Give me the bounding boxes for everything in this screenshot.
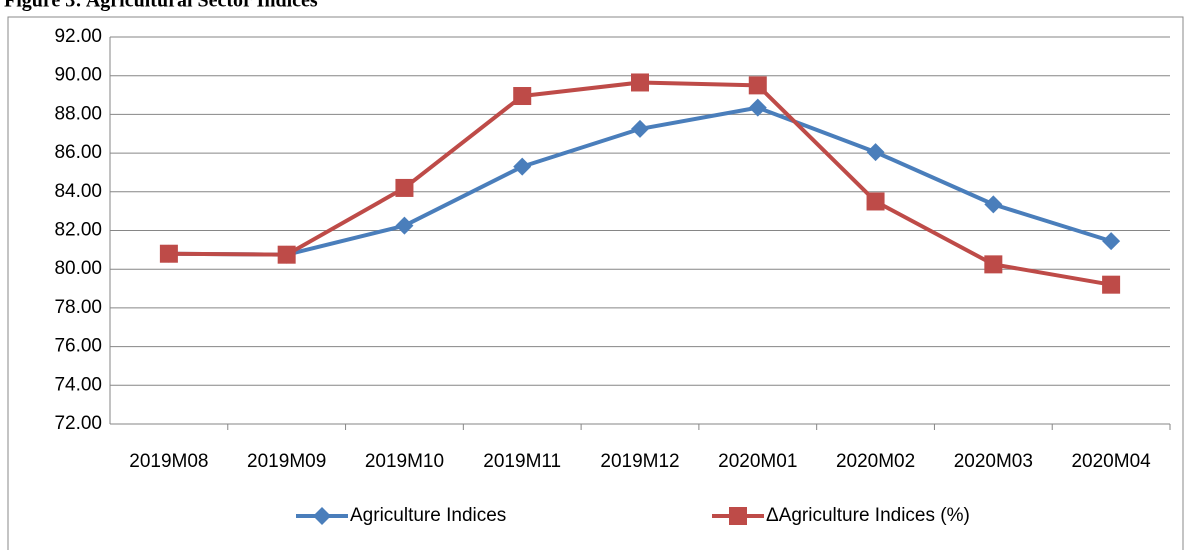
- x-tick-label: 2019M10: [365, 451, 444, 472]
- series-line: [168, 80, 1112, 287]
- x-tick-label: 2020M02: [836, 451, 915, 472]
- y-tick-label: 92.00: [54, 26, 102, 47]
- series-marker: [277, 245, 296, 264]
- legend-label: Agriculture Indices: [350, 505, 506, 526]
- y-tick-label: 84.00: [54, 181, 102, 202]
- series-marker: [984, 195, 1003, 214]
- series-marker: [866, 143, 885, 162]
- x-tick-label: 2019M09: [247, 451, 326, 472]
- y-tick-label: 80.00: [54, 258, 102, 279]
- chart-border: [7, 16, 1184, 555]
- series-marker: [866, 192, 885, 211]
- legend-marker: [313, 507, 331, 525]
- y-tick-label: 86.00: [54, 142, 102, 163]
- legend-label: ΔAgriculture Indices (%): [766, 505, 970, 526]
- legend-marker: [729, 507, 747, 525]
- x-tick-label: 2019M08: [129, 451, 208, 472]
- series-marker: [1102, 232, 1121, 251]
- y-tick-label: 72.00: [54, 413, 102, 434]
- y-tick-label: 74.00: [54, 374, 102, 395]
- series-marker: [1102, 275, 1121, 294]
- series-marker: [513, 157, 532, 176]
- series-marker: [395, 178, 414, 197]
- x-tick-label: 2020M03: [954, 451, 1033, 472]
- series-marker: [631, 119, 649, 138]
- series-marker: [984, 255, 1003, 274]
- y-tick-label: 78.00: [54, 297, 102, 318]
- series-marker: [159, 244, 178, 263]
- y-tick-label: 82.00: [54, 220, 102, 241]
- chart-title: Figure 3: Agricultural Sector Indices: [4, 0, 318, 12]
- y-tick-label: 90.00: [54, 65, 102, 86]
- series-marker: [395, 216, 414, 235]
- x-tick-label: 2020M01: [718, 451, 797, 472]
- series-marker: [748, 76, 767, 95]
- x-tick-label: 2019M11: [483, 451, 561, 472]
- series-marker: [631, 73, 649, 92]
- y-tick-label: 88.00: [54, 103, 102, 124]
- x-tick-label: 2020M04: [1071, 451, 1151, 472]
- series-marker: [748, 98, 767, 117]
- series-marker: [513, 87, 532, 106]
- x-tick-label: 2019M12: [600, 451, 679, 472]
- y-tick-label: 76.00: [54, 336, 102, 357]
